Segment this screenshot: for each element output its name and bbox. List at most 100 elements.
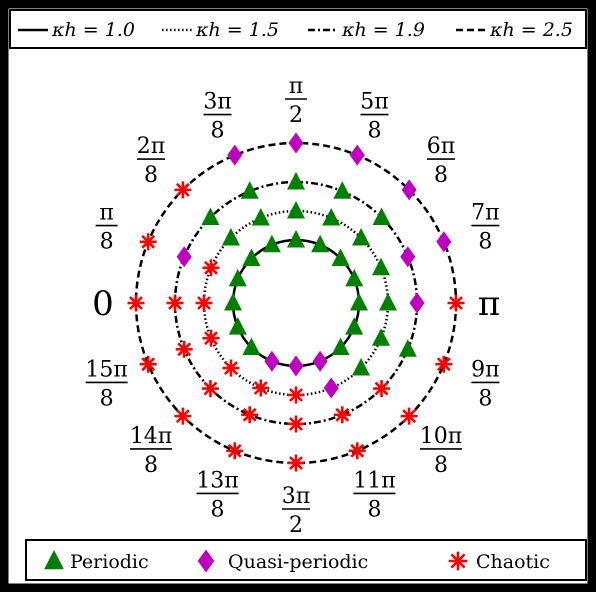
angle-label-numerator: π: [99, 201, 113, 226]
angle-label: 3π8: [203, 90, 231, 144]
angle-label-numerator: 14π: [130, 424, 172, 449]
angle-label-numerator: π: [289, 74, 303, 99]
line-legend: κh = 1.0 κh = 1.5 κh = 1.9 κh = 2.5: [9, 9, 587, 49]
chaotic-marker: [174, 181, 192, 199]
angle-label: 9π8: [471, 357, 499, 411]
line-legend-label: κh = 2.5: [489, 19, 573, 41]
angle-label-denominator: 8: [100, 230, 114, 255]
periodic-marker: [333, 181, 352, 199]
data-points: [127, 132, 465, 472]
periodic-marker: [242, 337, 261, 356]
line-legend-label: κh = 1.5: [195, 19, 279, 41]
periodic-marker: [228, 268, 247, 287]
angle-label-text: π: [478, 284, 500, 324]
periodic-marker: [345, 317, 364, 335]
angle-label-numerator: 3π: [203, 90, 231, 115]
angle-label: 7π8: [471, 201, 499, 255]
angle-label-numerator: 5π: [360, 90, 388, 115]
marker-legend-entry: Quasi-periodic: [197, 549, 368, 573]
angle-label-numerator: 6π: [427, 134, 455, 159]
quasi-periodic-marker: [400, 246, 416, 268]
line-legend-label: κh = 1.9: [341, 19, 425, 41]
periodic-marker: [44, 550, 64, 570]
angle-label: 2π8: [137, 134, 165, 188]
periodic-marker: [262, 234, 281, 253]
angle-label-numerator: 9π: [471, 357, 499, 382]
angle-label-numerator: 3π: [282, 484, 310, 509]
chaotic-marker: [348, 442, 366, 460]
quasi-periodic-marker: [436, 231, 452, 253]
angle-label-numerator: 7π: [471, 201, 499, 226]
periodic-marker: [221, 227, 240, 246]
quasi-periodic-marker: [401, 179, 417, 201]
angle-label: π: [478, 284, 500, 324]
periodic-marker: [352, 227, 371, 246]
marker-legend-label: Quasi-periodic: [228, 551, 368, 573]
periodic-marker: [242, 248, 261, 266]
quasi-periodic-marker: [288, 132, 304, 154]
chaotic-marker: [400, 407, 418, 425]
chaotic-marker: [447, 294, 465, 312]
marker-legend-entry: Chaotic: [448, 551, 550, 573]
angle-label: π8: [95, 201, 118, 255]
chaotic-marker: [127, 294, 145, 312]
angle-label-denominator: 8: [144, 453, 158, 478]
quasi-periodic-marker: [323, 377, 339, 399]
periodic-marker: [331, 337, 350, 356]
periodic-marker: [228, 317, 247, 335]
chaotic-marker: [175, 340, 193, 358]
periodic-marker: [240, 181, 259, 199]
chaotic-marker: [448, 551, 468, 571]
angle-label-denominator: 8: [478, 386, 492, 411]
chaotic-marker: [139, 355, 157, 373]
angle-label-numerator: 13π: [196, 468, 238, 493]
periodic-marker: [251, 208, 270, 226]
angle-label: 3π2: [282, 484, 310, 538]
periodic-marker: [371, 257, 390, 276]
chaotic-marker: [202, 259, 220, 277]
marker-legend-entry: Periodic: [44, 550, 149, 573]
quasi-periodic-marker: [409, 292, 425, 314]
periodic-marker: [352, 358, 371, 376]
periodic-marker: [331, 248, 350, 266]
marker-legend-label: Periodic: [70, 551, 149, 573]
periodic-marker: [287, 201, 305, 219]
chaotic-marker: [195, 294, 213, 312]
periodic-marker: [372, 207, 391, 225]
quasi-periodic-marker: [288, 355, 304, 377]
quasi-periodic-marker: [349, 144, 365, 166]
angle-label-numerator: 2π: [137, 134, 165, 159]
angle-label: 5π8: [360, 90, 388, 144]
quasi-periodic-marker: [197, 549, 215, 573]
angle-labels: 0π82π83π8π25π86π87π8π9π810π811π83π213π81…: [85, 74, 500, 538]
line-legend-entry: κh = 1.0: [18, 19, 135, 41]
angle-label-denominator: 8: [211, 497, 225, 522]
quasi-periodic-marker: [312, 350, 328, 372]
chaotic-marker: [287, 454, 305, 472]
chaotic-marker: [333, 406, 351, 424]
chaotic-marker: [252, 379, 270, 397]
chaotic-marker: [222, 359, 240, 377]
angle-label-denominator: 8: [367, 119, 381, 144]
angle-label-denominator: 8: [434, 163, 448, 188]
periodic-marker: [398, 339, 417, 357]
chaotic-marker: [435, 355, 453, 373]
angle-label-numerator: 15π: [85, 357, 127, 382]
periodic-marker: [287, 230, 305, 248]
chaotic-marker: [202, 329, 220, 347]
chaotic-marker: [241, 406, 259, 424]
chaotic-marker: [174, 407, 192, 425]
angle-label-numerator: 10π: [420, 424, 462, 449]
quasi-periodic-marker: [227, 144, 243, 166]
line-legend-label: κh = 1.0: [51, 19, 135, 41]
line-legend-entry: κh = 1.5: [162, 19, 279, 41]
periodic-marker: [345, 268, 364, 287]
angle-label-denominator: 8: [144, 163, 158, 188]
periodic-marker: [311, 234, 330, 253]
periodic-marker: [379, 293, 397, 311]
angle-label-denominator: 8: [434, 453, 448, 478]
